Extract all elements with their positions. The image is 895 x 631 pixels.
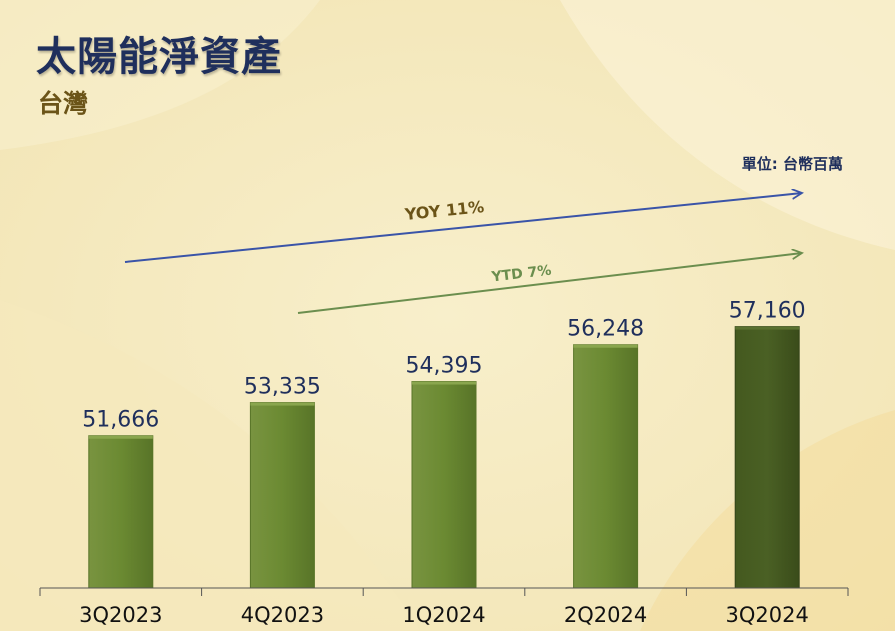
bar-top-edge-2Q2024 (573, 344, 638, 348)
bar-top-edge-3Q2023 (88, 435, 153, 439)
ytd-label: YTD 7% (490, 263, 552, 286)
yoy-arrow (124, 193, 802, 263)
unit-note: 單位: 台幣百萬 (741, 155, 843, 173)
page-title: 太陽能淨資產 (36, 34, 282, 80)
value-label-1Q2024: 54,395 (406, 354, 483, 379)
x-tick-label-2Q2024: 2Q2024 (564, 603, 647, 627)
bar-3Q2023 (88, 435, 154, 589)
bar-1Q2024 (411, 381, 477, 589)
value-label-4Q2023: 53,335 (244, 375, 321, 400)
value-label-3Q2023: 51,666 (82, 408, 159, 433)
ytd-arrow (297, 253, 802, 314)
value-label-3Q2024: 57,160 (729, 299, 806, 324)
x-tick-label-1Q2024: 1Q2024 (402, 603, 485, 627)
x-tick-label-4Q2023: 4Q2023 (241, 603, 324, 627)
bar-2Q2024 (573, 344, 639, 589)
yoy-label: YOY 11% (403, 197, 485, 224)
page-subtitle: 台灣 (38, 89, 89, 118)
bar-top-edge-4Q2023 (250, 402, 315, 406)
x-tick-label-3Q2024: 3Q2024 (726, 603, 809, 627)
bar-top-edge-3Q2024 (735, 326, 800, 330)
bar-top-edge-1Q2024 (412, 381, 476, 385)
x-tick-label-3Q2023: 3Q2023 (79, 603, 162, 627)
bar-4Q2023 (249, 402, 315, 589)
value-label-2Q2024: 56,248 (567, 317, 644, 342)
bar-3Q2024 (734, 326, 800, 589)
